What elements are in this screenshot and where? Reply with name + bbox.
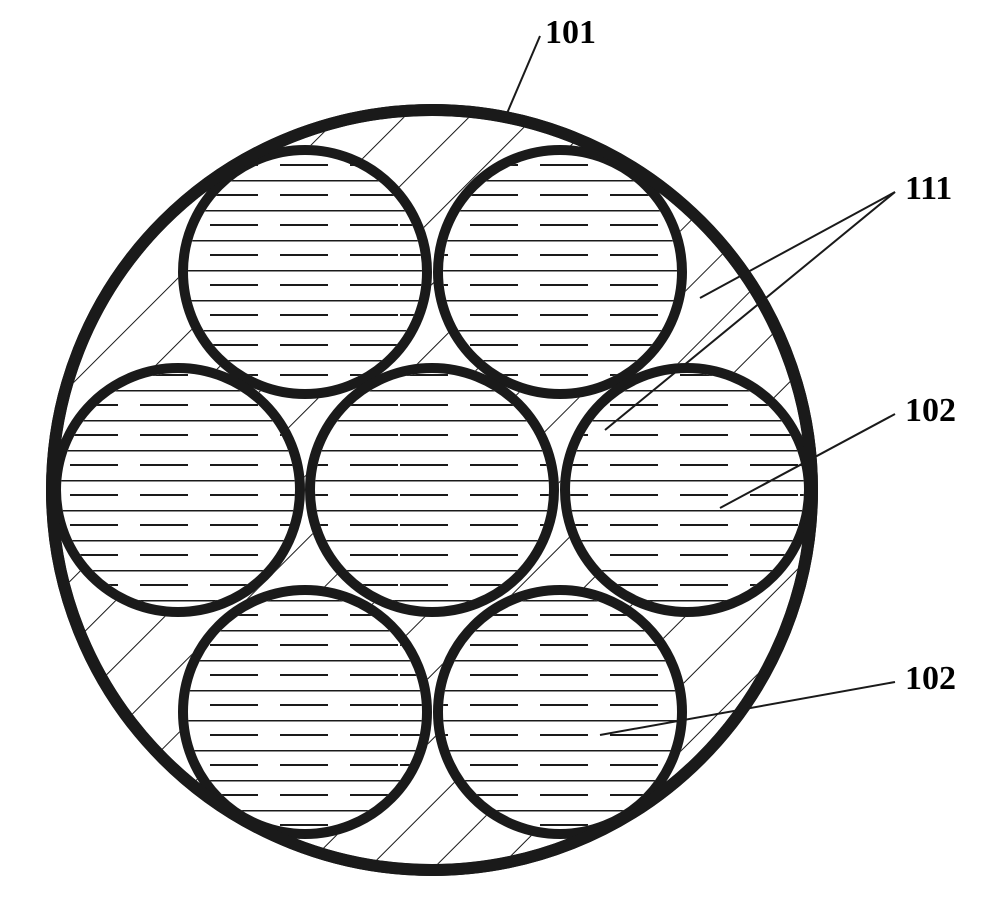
label-102-mid-right: 102 [905, 392, 956, 430]
label-101: 101 [545, 14, 596, 52]
label-102-bot-right: 102 [905, 660, 956, 698]
leader-to-outer [505, 36, 540, 118]
label-111: 111 [905, 170, 952, 208]
